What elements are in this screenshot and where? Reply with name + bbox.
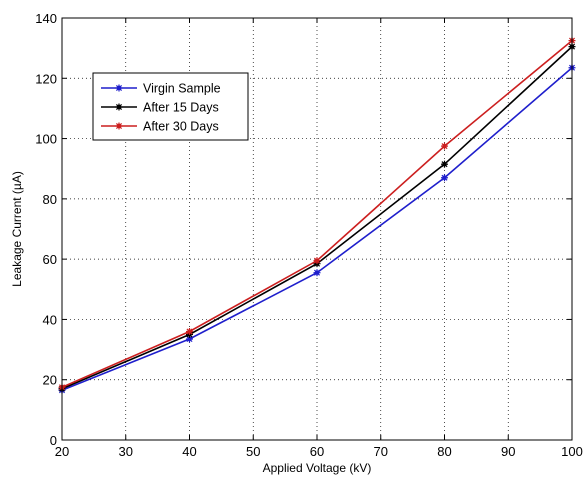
y-tick-label: 0 xyxy=(50,433,57,448)
y-tick-label: 60 xyxy=(43,252,57,267)
y-tick-label: 140 xyxy=(35,11,57,26)
y-axis-label: Leakage Current (µA) xyxy=(10,171,24,287)
y-tick-label: 120 xyxy=(35,71,57,86)
y-tick-label: 80 xyxy=(43,192,57,207)
x-axis-label: Applied Voltage (kV) xyxy=(263,461,372,475)
data-point xyxy=(441,142,448,150)
data-point xyxy=(441,174,448,182)
x-tick-label: 90 xyxy=(501,444,515,459)
x-tick-label: 30 xyxy=(119,444,133,459)
x-tick-label: 20 xyxy=(55,444,69,459)
data-point xyxy=(186,327,193,335)
x-tick-label: 60 xyxy=(310,444,324,459)
legend-entry: After 15 Days xyxy=(101,101,219,115)
legend-label: Virgin Sample xyxy=(143,82,221,96)
legend-marker xyxy=(115,84,123,92)
y-tick-label: 100 xyxy=(35,132,57,147)
y-tick-label: 40 xyxy=(43,312,57,327)
series-layer xyxy=(58,37,576,394)
x-tick-label: 80 xyxy=(437,444,451,459)
legend-marker xyxy=(115,122,123,130)
legend: Virgin Sample After 15 Days After 30 Days xyxy=(92,72,249,141)
data-point xyxy=(313,269,321,277)
legend-entry: Virgin Sample xyxy=(101,82,221,96)
legend-marker xyxy=(115,103,123,111)
x-tick-label: 70 xyxy=(374,444,388,459)
x-tick-label: 40 xyxy=(182,444,196,459)
x-tick-label: 50 xyxy=(246,444,260,459)
legend-label: After 30 Days xyxy=(143,120,219,134)
y-tick-label: 20 xyxy=(43,373,57,388)
data-point xyxy=(441,160,448,168)
data-point xyxy=(313,257,321,265)
legend-entry: After 30 Days xyxy=(101,120,219,134)
x-tick-label: 100 xyxy=(561,444,583,459)
legend-label: After 15 Days xyxy=(143,101,219,115)
